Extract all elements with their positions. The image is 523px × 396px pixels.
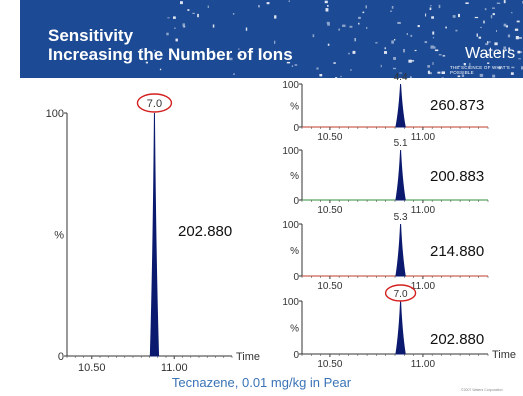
y-axis-percent-label: % [54,230,64,242]
peak-label: 5.3 [394,212,408,223]
y-tick-label: 100 [282,80,299,91]
chromatogram-main: 100% 0 10.50 11.00 Time 7.0 202.880 [46,94,260,374]
x-tick-label: 11.00 [161,362,188,374]
x-tick-label: 10.50 [78,362,106,374]
chromatogram-peak [150,113,158,356]
y-tick-label: 0 [58,351,64,363]
y-tick-label: 100 [282,220,299,231]
y-tick-label: 0 [293,350,299,361]
peak-label: 5.1 [394,138,408,149]
x-axis-label: Time [492,349,516,361]
chromatogram-peak [396,150,405,200]
y-tick-label: 100 [282,297,299,308]
chromatogram-trace-2: 100% 0 10.50 11.00 5.1 200.883 [282,138,488,216]
x-tick-label: 11.00 [411,205,436,216]
x-tick-label: 10.50 [317,359,342,370]
mz-label: 202.880 [430,331,484,348]
x-tick-label: 10.50 [317,132,342,143]
copyright: ©2007 Waters Corporation [461,388,503,392]
chromatogram-trace-3: 100%010.50 11.005.3214.880 [282,212,488,292]
chromatogram-trace-1: 100% 0 10.50 11.00 4.4 260.873 [282,72,488,143]
x-tick-label: 10.50 [317,281,342,292]
mz-label: 200.883 [430,168,484,185]
mz-label: 260.873 [430,97,484,114]
y-axis-percent-label: % [290,324,299,335]
chromatogram-peak [396,301,405,354]
y-tick-label: 0 [293,272,299,283]
peak-label: 4.4 [394,72,408,83]
peak-label: 7.0 [147,98,162,110]
mz-label: 202.880 [178,223,232,240]
y-axis-percent-label: % [290,246,299,257]
mz-label: 214.880 [430,243,484,260]
x-tick-label: 10.50 [317,205,342,216]
x-tick-label: 11.00 [411,132,436,143]
y-tick-label: 100 [46,108,64,120]
chromatogram-trace-4: 100% 0 10.50 11.00 Time 7.0 202.880 [282,285,516,370]
caption: Tecnazene, 0.01 mg/kg in Pear [0,375,523,390]
x-axis-label: Time [236,351,260,363]
y-axis-percent-label: % [290,171,299,182]
y-tick-label: 100 [282,146,299,157]
x-tick-label: 11.00 [411,359,436,370]
y-axis-percent-label: % [290,102,299,113]
y-tick-label: 0 [293,196,299,207]
chromatogram-peak [396,84,405,127]
y-tick-label: 0 [293,123,299,134]
chromatogram-peak [396,224,405,276]
peak-label: 7.0 [394,289,408,300]
